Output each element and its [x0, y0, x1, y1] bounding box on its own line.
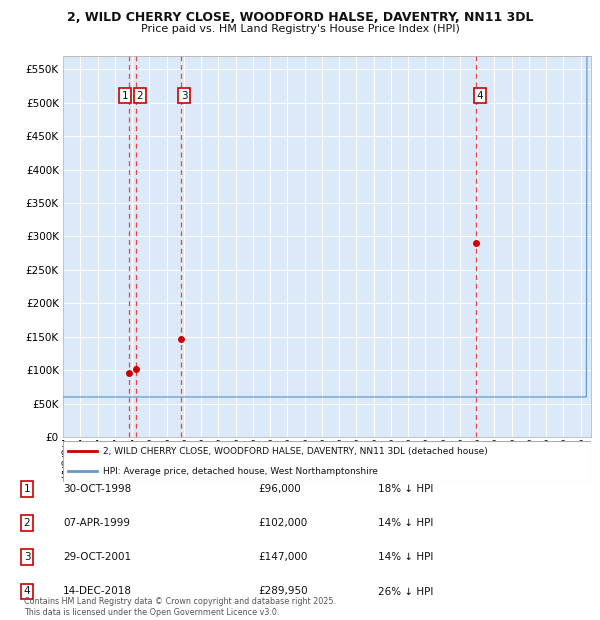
- Text: 1: 1: [122, 91, 128, 101]
- Text: 2: 2: [23, 518, 31, 528]
- Text: 2, WILD CHERRY CLOSE, WOODFORD HALSE, DAVENTRY, NN11 3DL (detached house): 2, WILD CHERRY CLOSE, WOODFORD HALSE, DA…: [103, 446, 487, 456]
- Text: 14% ↓ HPI: 14% ↓ HPI: [378, 518, 433, 528]
- Text: 2: 2: [136, 91, 143, 101]
- FancyBboxPatch shape: [63, 441, 591, 482]
- Text: 30-OCT-1998: 30-OCT-1998: [63, 484, 131, 494]
- Text: 4: 4: [476, 91, 483, 101]
- Text: 07-APR-1999: 07-APR-1999: [63, 518, 130, 528]
- Text: 4: 4: [23, 587, 31, 596]
- Text: £96,000: £96,000: [258, 484, 301, 494]
- Text: Price paid vs. HM Land Registry's House Price Index (HPI): Price paid vs. HM Land Registry's House …: [140, 24, 460, 33]
- Text: 14-DEC-2018: 14-DEC-2018: [63, 587, 132, 596]
- Text: 26% ↓ HPI: 26% ↓ HPI: [378, 587, 433, 596]
- Text: £102,000: £102,000: [258, 518, 307, 528]
- Text: 3: 3: [23, 552, 31, 562]
- Text: HPI: Average price, detached house, West Northamptonshire: HPI: Average price, detached house, West…: [103, 467, 377, 476]
- Text: 18% ↓ HPI: 18% ↓ HPI: [378, 484, 433, 494]
- Text: 3: 3: [181, 91, 188, 101]
- Text: £147,000: £147,000: [258, 552, 307, 562]
- Text: £289,950: £289,950: [258, 587, 308, 596]
- Text: 14% ↓ HPI: 14% ↓ HPI: [378, 552, 433, 562]
- Text: 1: 1: [23, 484, 31, 494]
- Text: 29-OCT-2001: 29-OCT-2001: [63, 552, 131, 562]
- Text: 2, WILD CHERRY CLOSE, WOODFORD HALSE, DAVENTRY, NN11 3DL: 2, WILD CHERRY CLOSE, WOODFORD HALSE, DA…: [67, 11, 533, 24]
- Text: Contains HM Land Registry data © Crown copyright and database right 2025.
This d: Contains HM Land Registry data © Crown c…: [24, 598, 336, 617]
